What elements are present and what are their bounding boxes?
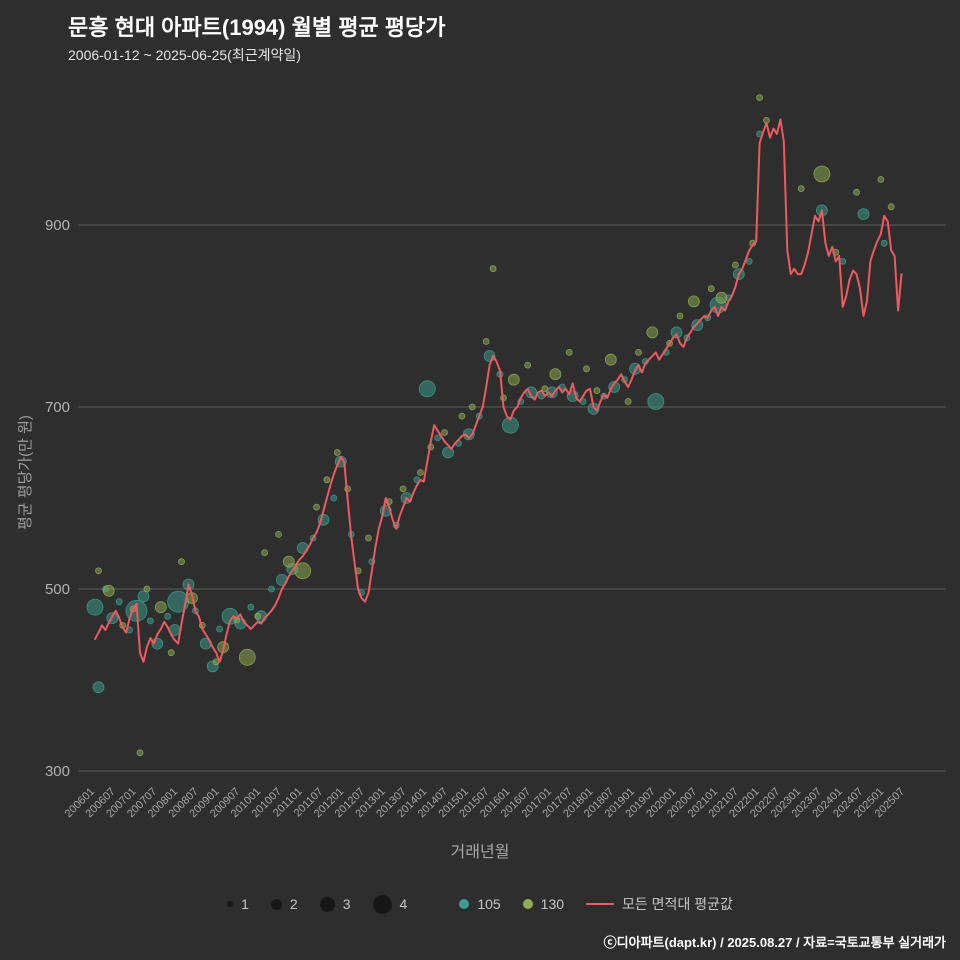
bubble-105[interactable] [857, 208, 870, 221]
bubble-130[interactable] [565, 348, 573, 356]
y-tick-label: 700 [45, 399, 70, 416]
legend-size-3: 3 [319, 896, 351, 912]
bubble-130[interactable] [416, 469, 424, 476]
bubble-130[interactable] [254, 612, 262, 620]
legend-size-2: 2 [270, 896, 298, 912]
average-price-line[interactable] [94, 118, 903, 663]
bubble-130[interactable] [853, 188, 860, 196]
legend-size-1-label: 1 [241, 896, 249, 912]
bubble-105[interactable] [670, 326, 683, 339]
bubble-105[interactable] [86, 598, 104, 616]
bubble-130[interactable] [282, 555, 295, 568]
bubble-130[interactable] [136, 749, 144, 757]
size-1-dot-icon [227, 901, 234, 907]
bubble-130[interactable] [333, 449, 341, 456]
bubble-105[interactable] [442, 446, 455, 459]
bubble-130[interactable] [294, 562, 312, 580]
bubble-130[interactable] [593, 387, 601, 395]
bubble-130[interactable] [143, 585, 151, 593]
y-tick-label: 500 [45, 581, 70, 598]
bubble-105[interactable] [216, 625, 224, 633]
bubble-105[interactable] [546, 386, 558, 399]
legend-series-130-label: 130 [540, 896, 565, 912]
page-title: 문흥 현대 아파트(1994) 월별 평균 평당가 [68, 15, 446, 40]
bubble-105[interactable] [92, 681, 105, 694]
bubble-105[interactable] [745, 257, 753, 265]
bubble-105[interactable] [691, 319, 704, 332]
legend-series-105[interactable]: 105 [459, 896, 501, 912]
series-130-dot-icon [522, 899, 533, 909]
size-2-dot-icon [270, 898, 282, 910]
bubble-105[interactable] [137, 590, 150, 603]
bubble-130[interactable] [178, 558, 185, 566]
bubble-105[interactable] [434, 434, 442, 442]
bubble-130[interactable] [275, 531, 282, 538]
legend-series-average-label: 모든 면적대 평균값 [622, 896, 733, 912]
legend-series-130[interactable]: 130 [522, 896, 565, 912]
bubble-130[interactable] [583, 365, 590, 373]
bubble-105[interactable] [115, 598, 123, 606]
bubble-105[interactable] [880, 239, 888, 247]
bubble-130[interactable] [715, 291, 728, 304]
y-axis-title: 평균 평당가(만 원) [17, 415, 34, 530]
size-3-dot-icon [319, 896, 335, 912]
bubble-130[interactable] [624, 398, 632, 405]
legend-size-4-label: 4 [399, 896, 408, 912]
legend-size-2-label: 2 [289, 896, 298, 912]
bubble-105[interactable] [418, 380, 436, 398]
bubble-130[interactable] [238, 648, 256, 666]
bubble-105[interactable] [146, 617, 154, 625]
y-tick-label: 900 [45, 217, 70, 234]
bubble-130[interactable] [95, 567, 102, 575]
bubble-130[interactable] [604, 353, 617, 366]
bubble-130[interactable] [813, 165, 831, 183]
y-tick-label: 300 [45, 763, 70, 780]
bubble-130[interactable] [458, 412, 466, 420]
legend-size-1: 1 [227, 896, 249, 912]
bubble-130[interactable] [507, 373, 520, 386]
bubble-105[interactable] [647, 393, 665, 410]
bubble-130[interactable] [549, 368, 562, 381]
bubble-105[interactable] [330, 494, 338, 502]
bubble-105[interactable] [247, 603, 255, 611]
series-105-dot-icon [459, 899, 470, 909]
bubble-130[interactable] [365, 534, 372, 542]
bubble-130[interactable] [313, 503, 320, 511]
bubble-130[interactable] [646, 326, 659, 339]
bubble-130[interactable] [167, 649, 175, 657]
bubble-130[interactable] [489, 265, 497, 273]
legend: 1 2 3 4 105 130 모든 면적대 평균값 [0, 894, 960, 914]
bubble-130[interactable] [482, 338, 490, 345]
bubble-130[interactable] [154, 601, 167, 614]
bubble-130[interactable] [541, 385, 549, 393]
bubble-130[interactable] [687, 295, 700, 308]
bubble-130[interactable] [676, 312, 684, 320]
average-line-swatch-icon [586, 903, 615, 905]
bubble-130[interactable] [732, 261, 739, 269]
legend-series-average-line[interactable]: 모든 면적대 평균값 [586, 894, 733, 914]
x-axis-title: 거래년월 [450, 844, 510, 861]
legend-size-3-label: 3 [342, 896, 351, 912]
bubble-130[interactable] [756, 94, 763, 101]
bubble-105[interactable] [164, 612, 172, 620]
bubble-130[interactable] [887, 203, 895, 211]
bubble-130[interactable] [102, 584, 115, 597]
bubble-130[interactable] [441, 429, 449, 436]
bubble-130[interactable] [635, 348, 642, 356]
bubble-105[interactable] [268, 585, 275, 593]
bubble-130[interactable] [323, 476, 331, 484]
bubble-130[interactable] [877, 176, 885, 183]
bubble-130[interactable] [524, 361, 532, 369]
page-subtitle: 2006-01-12 ~ 2025-06-25(최근계약일) [68, 47, 301, 63]
bubble-130[interactable] [707, 285, 715, 293]
size-4-dot-icon [372, 894, 392, 914]
bubble-130[interactable] [468, 403, 476, 411]
bubble-130[interactable] [399, 485, 407, 493]
legend-series-105-label: 105 [477, 896, 501, 912]
bubble-130[interactable] [261, 549, 269, 556]
footer-credit: ⓒ디아파트(dapt.kr) / 2025.08.27 / 자료=국토교통부 실… [603, 935, 946, 950]
bubble-130[interactable] [797, 185, 805, 193]
legend-size-4: 4 [372, 894, 408, 914]
